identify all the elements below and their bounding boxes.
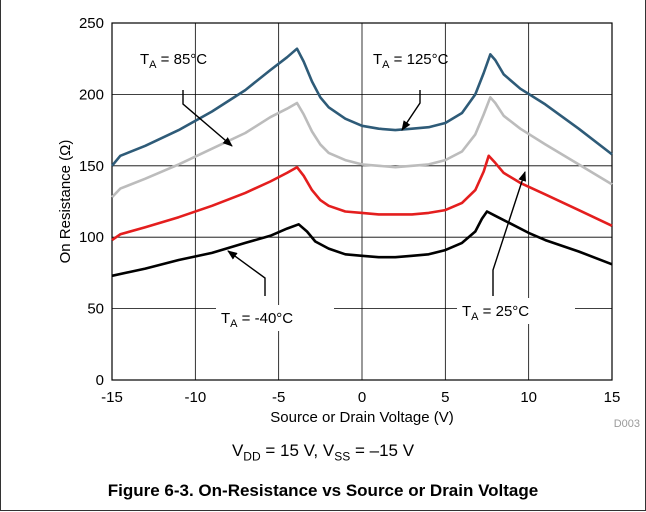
leader-arrow	[401, 90, 421, 131]
y-tick-label: 200	[79, 86, 104, 103]
annotations: TA = 85°C TA = 125°CTA = -40°C TA = 25°C	[140, 51, 575, 331]
test-conditions: VDD = 15 V, VSS = –15 V	[0, 441, 646, 463]
figure-caption: Figure 6-3. On-Resistance vs Source or D…	[107, 481, 539, 500]
annotation-symbol: T	[221, 310, 230, 327]
x-tick-label: 10	[520, 389, 537, 406]
leader-arrow	[492, 171, 527, 296]
plot-border	[111, 22, 613, 381]
annotation-subscript: A	[230, 318, 238, 330]
annotation-symbol: T	[373, 51, 382, 68]
figure-code: D003	[614, 418, 640, 430]
series-lines	[110, 47, 613, 278]
leader-arrow	[227, 250, 266, 296]
x-tick-label: -10	[184, 389, 206, 406]
annotation-value: = 85°C	[157, 51, 208, 68]
label-ta-125c: TA = 125°C	[373, 51, 449, 71]
x-tick-label: -5	[272, 389, 285, 406]
series-line-ta-40c	[111, 210, 613, 278]
y-tick-label: 50	[87, 301, 104, 318]
series-line-ta-25c	[111, 154, 613, 242]
annotation-subscript: A	[149, 59, 157, 71]
label-ta-25c: TA = 25°C	[462, 303, 529, 323]
annotation-subscript: A	[382, 59, 390, 71]
series-line-ta-125c	[110, 47, 613, 167]
series-line-ta-85c	[111, 96, 613, 199]
x-tick-label: 15	[604, 389, 621, 406]
annotation-value: = -40°C	[238, 310, 294, 327]
annotation-background	[216, 305, 334, 331]
vdd-subscript: DD	[243, 449, 261, 464]
x-axis-label: Source or Drain Voltage (V)	[270, 409, 453, 426]
annotation-value: = 25°C	[479, 303, 530, 320]
y-tick-label: 100	[79, 229, 104, 246]
vss-subscript: SS	[334, 449, 351, 464]
x-tick-label: 5	[441, 389, 449, 406]
vdd-symbol: V	[231, 441, 244, 460]
annotation-symbol: T	[462, 303, 471, 320]
annotation-symbol: T	[140, 51, 149, 68]
vss-symbol: V	[322, 441, 335, 460]
x-tick-label: -15	[101, 389, 123, 406]
y-tick-label: 0	[96, 372, 104, 389]
leader-arrow	[182, 90, 233, 147]
y-tick-label: 250	[79, 15, 104, 32]
annotation-value: = 125°C	[390, 51, 449, 68]
x-tick-label: 0	[358, 389, 366, 406]
y-axis-label: On Resistance (Ω)	[57, 140, 74, 264]
vdd-value: = 15 V,	[260, 441, 323, 460]
vss-value: = –15 V	[350, 441, 415, 460]
y-tick-label: 150	[79, 158, 104, 175]
label-ta-85c: TA = 85°C	[140, 51, 207, 71]
annotation-background	[457, 298, 575, 324]
grid	[112, 23, 612, 380]
label-ta-minus40c: TA = -40°C	[221, 310, 293, 330]
annotation-subscript: A	[471, 311, 479, 323]
